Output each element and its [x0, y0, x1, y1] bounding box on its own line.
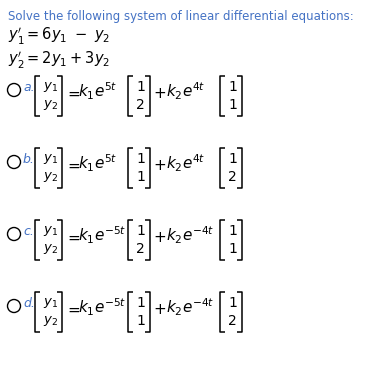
Text: 1: 1: [228, 98, 237, 112]
Text: 1: 1: [136, 296, 145, 310]
Text: 1: 1: [228, 242, 237, 256]
Text: $=$: $=$: [65, 302, 81, 317]
Text: $+$: $+$: [153, 230, 166, 245]
Text: 1: 1: [228, 152, 237, 166]
Text: $y_1$: $y_1$: [43, 152, 58, 166]
Text: 1: 1: [136, 314, 145, 328]
Text: 2: 2: [228, 170, 237, 184]
Text: $=$: $=$: [65, 158, 81, 173]
Text: $y_2$: $y_2$: [43, 98, 58, 112]
Text: 2: 2: [136, 98, 145, 112]
Text: $k_2 e^{4t}$: $k_2 e^{4t}$: [166, 153, 206, 174]
Text: $y_1$: $y_1$: [43, 224, 58, 238]
Text: $k_1 e^{5t}$: $k_1 e^{5t}$: [78, 81, 117, 102]
Text: b.: b.: [23, 153, 35, 166]
Text: $=$: $=$: [65, 230, 81, 245]
Text: $k_2 e^{-4t}$: $k_2 e^{-4t}$: [166, 297, 214, 318]
Text: 1: 1: [228, 296, 237, 310]
Text: $k_1 e^{-5t}$: $k_1 e^{-5t}$: [78, 297, 126, 318]
Text: 1: 1: [136, 80, 145, 94]
Text: 1: 1: [136, 152, 145, 166]
Text: $y_2$: $y_2$: [43, 170, 58, 184]
Text: $+$: $+$: [153, 86, 166, 101]
Text: $k_2 e^{-4t}$: $k_2 e^{-4t}$: [166, 225, 214, 247]
Text: $y_2^{\prime} = 2y_1 + 3y_2$: $y_2^{\prime} = 2y_1 + 3y_2$: [8, 50, 110, 71]
Text: $y_1^{\prime} = 6y_1 \ - \ y_2$: $y_1^{\prime} = 6y_1 \ - \ y_2$: [8, 26, 110, 47]
Text: $k_1 e^{5t}$: $k_1 e^{5t}$: [78, 153, 117, 174]
Text: $k_1 e^{-5t}$: $k_1 e^{-5t}$: [78, 225, 126, 247]
Text: $y_1$: $y_1$: [43, 296, 58, 310]
Text: 1: 1: [136, 170, 145, 184]
Text: $+$: $+$: [153, 158, 166, 173]
Text: 1: 1: [228, 224, 237, 238]
Text: d.: d.: [23, 297, 35, 310]
Text: a.: a.: [23, 81, 35, 94]
Text: $=$: $=$: [65, 86, 81, 101]
Text: Solve the following system of linear differential equations:: Solve the following system of linear dif…: [8, 10, 354, 23]
Text: $y_2$: $y_2$: [43, 314, 58, 328]
Text: 2: 2: [136, 242, 145, 256]
Text: $k_2 e^{4t}$: $k_2 e^{4t}$: [166, 81, 206, 102]
Text: $+$: $+$: [153, 302, 166, 317]
Text: c.: c.: [23, 225, 34, 238]
Text: $y_2$: $y_2$: [43, 242, 58, 256]
Text: 1: 1: [228, 80, 237, 94]
Text: $y_1$: $y_1$: [43, 80, 58, 94]
Text: 1: 1: [136, 224, 145, 238]
Text: 2: 2: [228, 314, 237, 328]
